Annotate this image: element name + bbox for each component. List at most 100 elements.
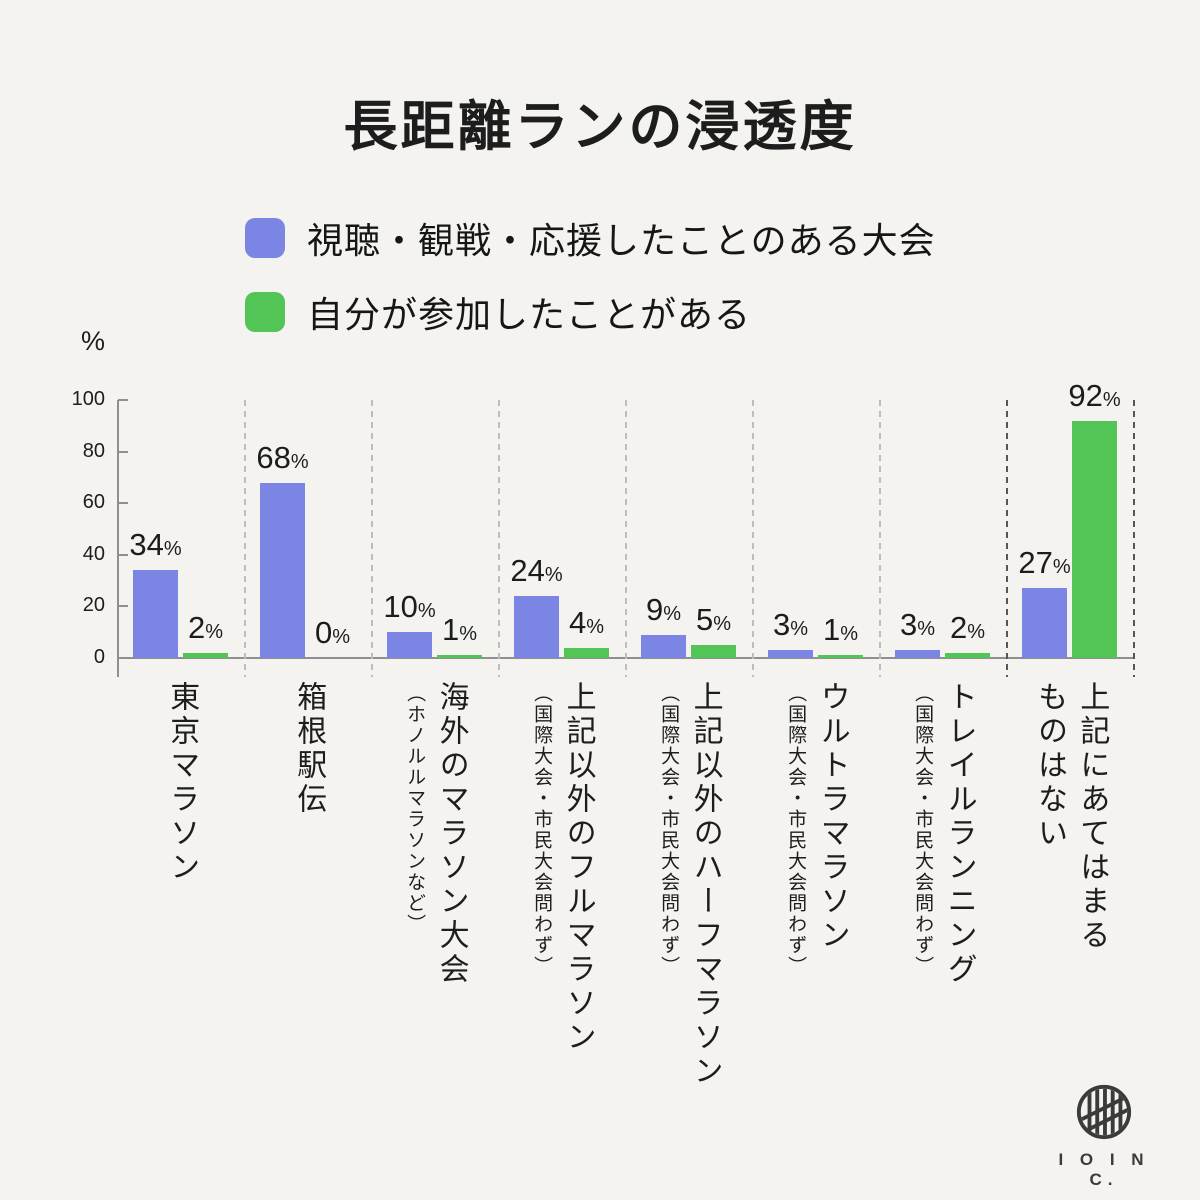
value-percent-sign: % [332,626,351,648]
value-label-0-4: 9% [646,593,681,631]
value-number: 3 [899,607,918,642]
y-tick-label-60: 60 [82,491,105,514]
value-number: 2 [949,610,968,645]
legend-item-1: 自分が参加したことがある [245,286,936,338]
y-axis-line [117,400,119,677]
x-label-5-note: （国際大会・市民大会問わず） [785,683,807,977]
value-label-1-7: 92% [1068,379,1120,417]
value-percent-sign: % [713,613,732,635]
value-number: 5 [695,602,714,637]
x-label-5: ウルトラマラソン （国際大会・市民大会問わず） [753,681,880,977]
value-percent-sign: % [790,618,809,640]
value-label-1-1: 0% [315,616,350,654]
x-label-6: トレイルランニング （国際大会・市民大会問わず） [880,681,1007,987]
value-percent-sign: % [290,451,309,473]
value-number: 34 [129,527,164,562]
x-label-3-line-0: 上記以外のフルマラソン [561,681,595,1055]
value-label-0-5: 3% [773,608,808,646]
value-percent-sign: % [1102,389,1121,411]
value-number: 1 [441,612,460,647]
value-label-0-7: 27% [1018,546,1070,584]
value-percent-sign: % [917,618,936,640]
y-tick-40 [118,553,128,556]
y-tick-80 [118,450,128,453]
bar-watched-3 [514,596,559,658]
value-number: 68 [256,440,291,475]
separator-line-2 [371,400,373,677]
x-label-4: 上記以外のハーフマラソン （国際大会・市民大会問わず） [626,681,753,1089]
separator-line-7 [1006,400,1008,677]
bar-participated-7 [1072,421,1117,658]
value-label-1-5: 1% [823,613,858,651]
bar-participated-4 [691,645,736,658]
value-label-1-3: 4% [569,606,604,644]
bar-watched-1 [260,483,305,658]
value-percent-sign: % [840,623,859,645]
striped-circle-logo-icon [1076,1084,1132,1140]
x-label-6-line-0: トレイルランニング [942,681,976,987]
x-label-7-line-0: 上記にあてはまる [1075,681,1109,953]
page-title: 長距離ランの浸透度 [343,97,857,157]
x-label-4-note: （国際大会・市民大会問わず） [658,683,680,977]
legend-swatch-1 [245,292,285,332]
value-label-1-6: 2% [950,611,985,649]
value-label-0-3: 24% [510,554,562,592]
legend-swatch-0 [245,218,285,258]
bar-participated-3 [564,648,609,658]
y-tick-label-40: 40 [82,542,105,565]
separator-line-4 [625,400,627,677]
value-label-1-4: 5% [696,603,731,641]
logo: I O I N C. [1044,1083,1164,1190]
x-label-4-line-0: 上記以外のハーフマラソン [688,681,722,1089]
legend: 視聴・観戦・応援したことのある大会 自分が参加したことがある [245,212,936,338]
legend-label-1: 自分が参加したことがある [307,294,752,335]
bar-watched-6 [895,650,940,658]
bar-participated-2 [437,655,482,658]
y-axis-unit-label: % [80,326,105,356]
bar-participated-0 [183,653,228,658]
y-tick-label-0: 0 [93,646,105,668]
value-percent-sign: % [1052,556,1071,578]
x-label-6-note: （国際大会・市民大会問わず） [912,683,934,977]
bar-watched-4 [641,635,686,658]
value-label-1-0: 2% [188,611,223,649]
y-tick-label-20: 20 [82,594,105,617]
x-label-2: 海外のマラソン大会 （ホノルルマラソンなど） [372,681,499,987]
x-label-1-line-0: 箱根駅伝 [292,681,326,817]
value-number: 10 [383,589,418,624]
value-percent-sign: % [417,600,436,622]
x-label-7-line-1: ものはない [1033,681,1066,851]
separator-line-6 [879,400,881,677]
x-label-3-note: （国際大会・市民大会問わず） [531,683,553,977]
x-label-3: 上記以外のフルマラソン （国際大会・市民大会問わず） [499,681,626,1055]
bar-watched-2 [387,632,432,658]
value-label-0-0: 34% [129,528,181,566]
bar-watched-7 [1022,588,1067,658]
value-number: 92 [1068,378,1103,413]
value-label-0-2: 10% [383,590,435,628]
bar-participated-6 [945,653,990,658]
legend-label-0: 視聴・観戦・応援したことのある大会 [307,220,936,261]
separator-line-8 [1133,400,1135,677]
value-percent-sign: % [967,621,986,643]
value-percent-sign: % [163,538,182,560]
legend-item-0: 視聴・観戦・応援したことのある大会 [245,212,936,264]
value-label-0-6: 3% [900,608,935,646]
value-percent-sign: % [663,603,682,625]
value-percent-sign: % [459,623,478,645]
x-label-2-note: （ホノルルマラソンなど） [404,683,426,935]
separator-line-1 [244,400,246,677]
value-number: 2 [187,610,206,645]
value-number: 27 [1018,545,1053,580]
value-number: 3 [772,607,791,642]
value-number: 1 [822,612,841,647]
value-number: 9 [645,592,664,627]
y-tick-100 [118,399,128,401]
x-label-7: 上記にあてはまる ものはない [1007,681,1134,953]
x-label-1: 箱根駅伝 [245,681,372,817]
bar-watched-5 [768,650,813,658]
x-label-5-line-0: ウルトラマラソン [815,681,849,953]
y-tick-label-80: 80 [82,439,105,462]
separator-line-5 [752,400,754,677]
